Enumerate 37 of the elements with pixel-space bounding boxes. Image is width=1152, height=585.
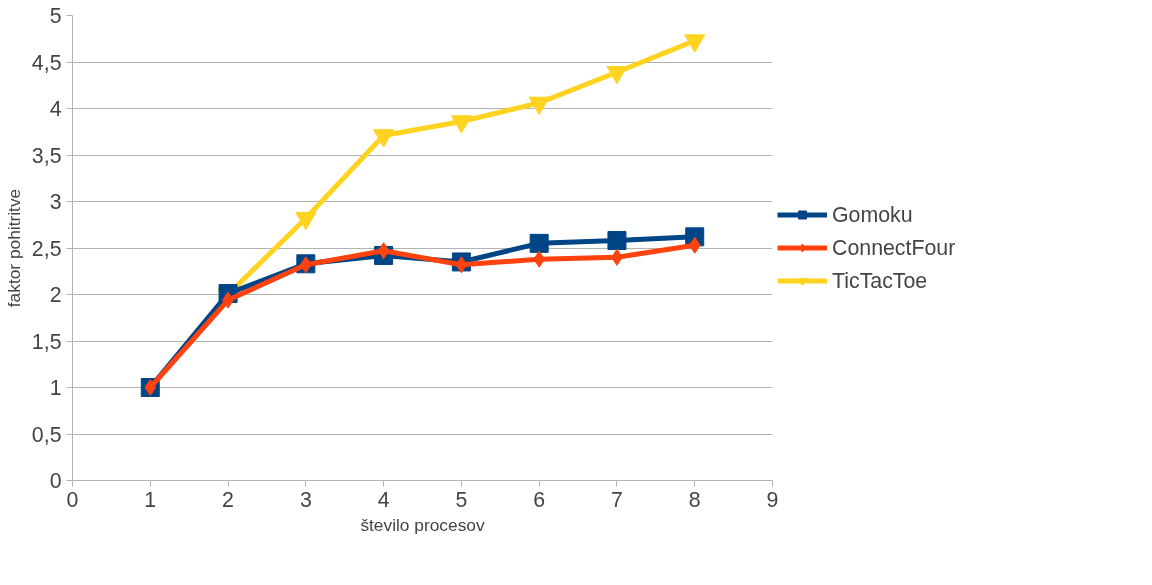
point: [295, 211, 317, 231]
y-tick-label: 0: [49, 469, 62, 493]
y-tick-label: 4,5: [31, 50, 62, 75]
point: [144, 379, 157, 396]
x-tick-label: 2: [222, 487, 234, 512]
x-tick-label: 4: [377, 487, 390, 512]
point: [377, 242, 390, 260]
y-tick-label: 2: [49, 283, 62, 307]
x-tick-label: 5: [455, 487, 468, 512]
y-tick-label: 1,5: [31, 329, 62, 354]
y-tick-label: 5: [49, 4, 62, 28]
legend-label: TicTacToe: [832, 268, 928, 293]
x-tick-label: 8: [688, 487, 701, 512]
y-tick-label: 4: [49, 97, 62, 121]
point: [373, 129, 395, 148]
x-tick-label: 9: [766, 487, 779, 512]
y-tick-label: 2,5: [31, 236, 62, 261]
x-tick-label: 1: [144, 487, 157, 512]
x-tick-label: 3: [299, 487, 312, 512]
y-tick-label: 3: [49, 190, 62, 214]
point: [528, 96, 550, 115]
point: [607, 231, 627, 251]
x-tick-label: 6: [533, 487, 546, 512]
point: [606, 65, 628, 85]
y-tick-label: 1: [49, 376, 62, 400]
y-tick-label: 3,5: [31, 143, 62, 168]
point: [684, 34, 706, 53]
point: [529, 233, 549, 253]
legend-label: ConnectFour: [832, 235, 956, 260]
y-tick-label: 0,5: [31, 422, 62, 447]
x-axis-title: število procesov: [360, 514, 485, 535]
legend-label: Gomoku: [832, 202, 913, 227]
point: [450, 115, 472, 134]
y-axis-title: faktor pohitritve: [3, 188, 24, 308]
x-tick-label: 7: [611, 487, 623, 512]
point: [688, 236, 701, 254]
x-tick-label: 0: [66, 487, 79, 512]
